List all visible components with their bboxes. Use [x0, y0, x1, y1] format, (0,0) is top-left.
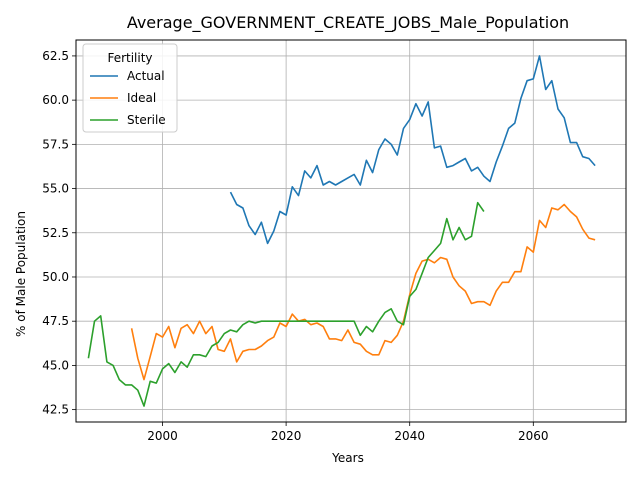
legend: Fertility Actual Ideal Sterile	[82, 43, 178, 133]
series-lines	[87, 55, 596, 407]
y-axis-ticks: 42.5 45.0 47.5 50.0 52.5 55.0 57.5 60.0 62.5	[42, 49, 76, 417]
legend-box	[82, 43, 178, 133]
legend-entries: Actual Ideal Sterile	[90, 69, 166, 127]
x-tick-label: 2040	[394, 429, 425, 443]
x-axis-ticks: 2000 2020 2040 2060	[147, 422, 549, 443]
y-tick-label: 60.0	[42, 93, 69, 107]
y-tick-label: 50.0	[42, 270, 69, 284]
legend-label-ideal: Ideal	[127, 91, 156, 105]
x-tick-label: 2000	[147, 429, 178, 443]
y-tick-label: 55.0	[42, 182, 69, 196]
legend-label-actual: Actual	[127, 69, 165, 83]
series-line-sterile	[87, 201, 485, 407]
y-tick-label: 62.5	[42, 49, 69, 63]
y-tick-label: 42.5	[42, 403, 69, 417]
grid	[76, 40, 626, 422]
legend-title: Fertility	[107, 51, 152, 65]
legend-label-sterile: Sterile	[127, 113, 166, 127]
y-tick-label: 47.5	[42, 314, 69, 328]
x-axis-label: Years	[331, 451, 364, 465]
y-tick-label: 45.0	[42, 358, 69, 372]
x-tick-label: 2060	[518, 429, 549, 443]
y-axis-label: % of Male Population	[14, 211, 28, 337]
y-tick-label: 57.5	[42, 137, 69, 151]
chart-title: Average_GOVERNMENT_CREATE_JOBS_Male_Popu…	[127, 13, 569, 33]
x-tick-label: 2020	[271, 429, 302, 443]
series-line-actual	[229, 55, 596, 245]
y-tick-label: 52.5	[42, 226, 69, 240]
series-line-ideal	[130, 203, 596, 381]
plot-frame	[75, 39, 627, 423]
